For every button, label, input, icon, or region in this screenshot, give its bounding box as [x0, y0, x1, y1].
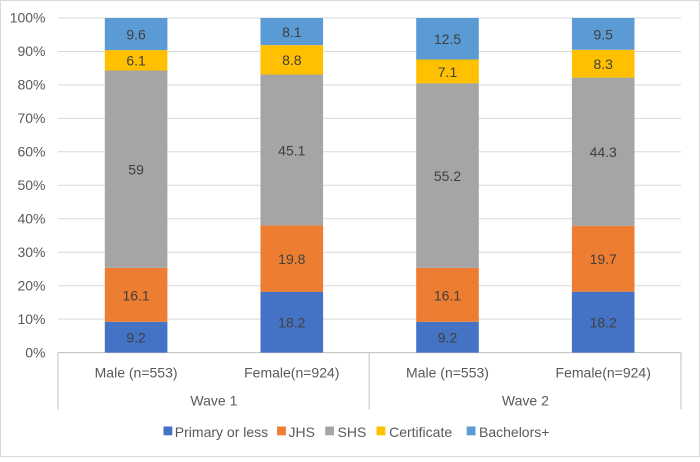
svg-text:8.8: 8.8 [282, 52, 302, 68]
svg-text:100%: 100% [10, 10, 46, 26]
svg-text:12.5: 12.5 [434, 31, 461, 47]
svg-text:Male (n=553): Male (n=553) [95, 364, 178, 380]
svg-text:50%: 50% [17, 177, 45, 193]
svg-text:9.2: 9.2 [438, 330, 458, 346]
svg-text:Primary or less: Primary or less [175, 424, 268, 440]
svg-text:0%: 0% [25, 344, 45, 360]
svg-text:9.5: 9.5 [593, 26, 613, 42]
svg-text:80%: 80% [17, 77, 45, 93]
svg-text:18.2: 18.2 [278, 315, 305, 331]
svg-text:Bachelors+: Bachelors+ [479, 424, 549, 440]
svg-text:Female(n=924): Female(n=924) [556, 364, 651, 380]
svg-text:SHS: SHS [338, 424, 367, 440]
svg-text:60%: 60% [17, 144, 45, 160]
svg-text:20%: 20% [17, 277, 45, 293]
svg-text:16.1: 16.1 [122, 287, 149, 303]
svg-text:45.1: 45.1 [278, 142, 305, 158]
svg-text:Male (n=553): Male (n=553) [406, 364, 489, 380]
svg-text:Female(n=924): Female(n=924) [244, 364, 339, 380]
svg-text:9.2: 9.2 [126, 330, 146, 346]
svg-text:30%: 30% [17, 244, 45, 260]
svg-text:7.1: 7.1 [438, 64, 458, 80]
svg-text:16.1: 16.1 [434, 287, 461, 303]
svg-text:19.8: 19.8 [278, 251, 305, 267]
svg-text:70%: 70% [17, 110, 45, 126]
svg-text:8.1: 8.1 [282, 24, 302, 40]
svg-text:Certificate: Certificate [389, 424, 452, 440]
svg-text:44.3: 44.3 [590, 144, 617, 160]
svg-text:9.6: 9.6 [126, 27, 146, 43]
svg-text:59: 59 [128, 162, 144, 178]
svg-text:40%: 40% [17, 211, 45, 227]
svg-text:Wave 1: Wave 1 [190, 393, 237, 409]
svg-text:8.3: 8.3 [593, 56, 613, 72]
svg-text:90%: 90% [17, 43, 45, 59]
svg-text:JHS: JHS [289, 424, 315, 440]
svg-text:18.2: 18.2 [590, 315, 617, 331]
svg-text:55.2: 55.2 [434, 168, 461, 184]
svg-text:19.7: 19.7 [590, 251, 617, 267]
svg-text:6.1: 6.1 [126, 53, 146, 69]
svg-text:10%: 10% [17, 311, 45, 327]
svg-text:Wave 2: Wave 2 [502, 393, 549, 409]
